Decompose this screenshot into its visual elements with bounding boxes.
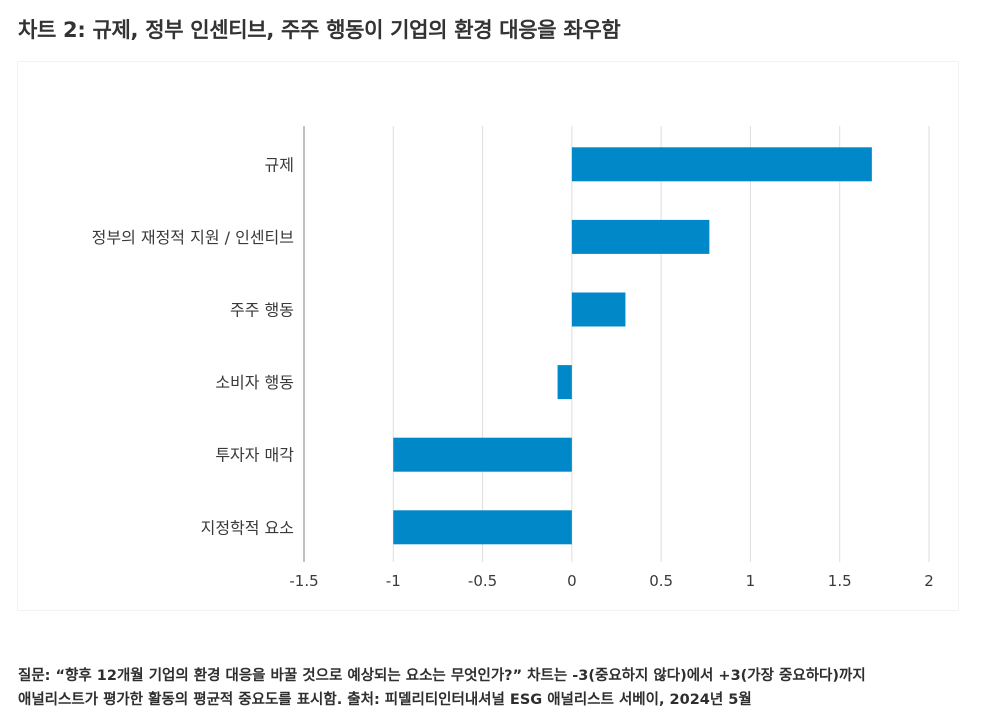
x-tick-label: 0 — [567, 572, 577, 590]
x-tick-label: 1 — [746, 572, 756, 590]
x-tick-label: 2 — [924, 572, 934, 590]
bar — [393, 510, 572, 545]
x-tick-label: -0.5 — [468, 572, 497, 590]
footnote: 질문: “향후 12개월 기업의 환경 대응을 바꿀 것으로 예상되는 요소는 … — [18, 664, 958, 712]
category-label: 규제 — [265, 155, 294, 174]
category-label: 정부의 재정적 지원 / 인센티브 — [92, 228, 294, 247]
bar — [571, 147, 872, 182]
x-tick-label: 1.5 — [828, 572, 852, 590]
bar — [571, 292, 626, 327]
footnote-line-1: 질문: “향후 12개월 기업의 환경 대응을 바꿀 것으로 예상되는 요소는 … — [18, 668, 866, 684]
chart-title: 차트 2: 규제, 정부 인센티브, 주주 행동이 기업의 환경 대응을 좌우함 — [18, 18, 621, 42]
x-tick-label: 0.5 — [649, 572, 673, 590]
bar — [393, 437, 572, 472]
category-label: 투자자 매각 — [215, 446, 294, 465]
bar — [557, 365, 572, 400]
category-label: 주주 행동 — [230, 301, 294, 320]
bar — [571, 219, 710, 254]
category-label: 소비자 행동 — [215, 373, 294, 392]
footnote-line-2: 애널리스트가 평가한 활동의 평균적 중요도를 표시함. 출처: 피델리티인터내… — [18, 692, 752, 708]
category-label: 지정학적 요소 — [201, 518, 294, 537]
x-tick-label: -1 — [386, 572, 401, 590]
x-tick-label: -1.5 — [289, 572, 318, 590]
